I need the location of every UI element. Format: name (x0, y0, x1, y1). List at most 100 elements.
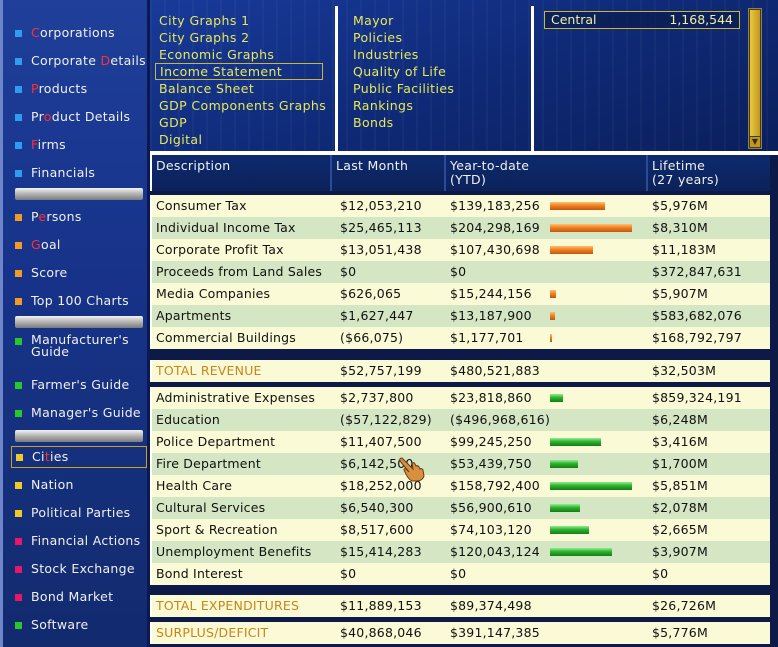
menu-item[interactable]: Balance Sheet (159, 81, 255, 96)
sidebar-item[interactable]: Products (11, 78, 147, 100)
cell-last-month: $0 (340, 566, 357, 581)
ytd-bar-fill (550, 334, 552, 342)
cell-ytd: $139,183,256 (450, 198, 540, 213)
sidebar-item-label: Products (31, 81, 88, 96)
sidebar-item[interactable]: Bond Market (11, 586, 147, 608)
total-revenue-section: TOTAL REVENUE $52,757,199 $480,521,883 $32,… (150, 360, 770, 382)
cell-description: Sport & Recreation (156, 522, 278, 537)
cell-description: Education (156, 412, 221, 427)
sidebar-item-label: Manager's Guide (31, 405, 141, 420)
menu-item[interactable]: Quality of Life (353, 64, 447, 79)
sidebar-item[interactable]: Farmer's Guide (11, 374, 147, 396)
sidebar-item[interactable]: Manufacturer's Guide (11, 333, 147, 364)
cell-last-month: $11,407,500 (340, 434, 422, 449)
sidebar-item[interactable]: Financial Actions (11, 530, 147, 552)
total-row[interactable]: SURPLUS/DEFICIT $40,868,046 $391,147,385 $5… (152, 622, 770, 644)
table-row[interactable]: Consumer Tax $12,053,210 $139,183,256 $5,97… (152, 195, 770, 217)
sidebar-item[interactable]: Corporations (11, 22, 147, 44)
menu-item[interactable]: City Graphs 2 (159, 30, 250, 45)
menu-item[interactable]: City Graphs 1 (159, 13, 250, 28)
table-row[interactable]: Police Department $11,407,500 $99,245,250 $… (152, 431, 770, 453)
sidebar-item[interactable]: Software (11, 614, 147, 636)
bullet-icon (15, 85, 22, 93)
cell-description: Apartments (156, 308, 232, 323)
city-menu-panel: City Graphs 1 City Graphs 2 Economic Graph… (150, 0, 778, 155)
table-row[interactable]: Fire Department $6,142,500 $53,439,750 $1,7… (152, 453, 770, 475)
sidebar-item[interactable]: Manager's Guide (11, 402, 147, 424)
header-ytd: Year-to-date (YTD) (450, 159, 529, 187)
table-row[interactable]: Bond Interest $0 $0 $0 (152, 563, 770, 585)
menu-item[interactable]: Public Facilities (353, 81, 455, 96)
bullet-icon (15, 621, 22, 629)
cell-lifetime: $3,907M (652, 544, 708, 559)
scrollbar-thumb[interactable] (750, 10, 760, 136)
menu-item[interactable]: Mayor (353, 13, 394, 28)
menu-item[interactable]: Digital (159, 132, 203, 147)
sidebar-item[interactable]: Stock Exchange (11, 558, 147, 580)
sidebar-item[interactable]: Corporate Details (11, 50, 147, 72)
bullet-icon (15, 57, 22, 65)
surplus-section: SURPLUS/DEFICIT $40,868,046 $391,147,385 $5… (150, 622, 770, 644)
table-row[interactable]: Apartments $1,627,447 $13,187,900 $583,682,… (152, 305, 770, 327)
bullet-icon (15, 141, 22, 149)
cell-ytd: $391,147,385 (450, 625, 540, 640)
header-divider (444, 155, 446, 191)
ytd-bar-fill (550, 290, 556, 298)
sidebar-item[interactable]: Political Parties (11, 502, 147, 524)
total-row[interactable]: TOTAL EXPENDITURES $11,889,153 $89,374,498… (152, 595, 770, 617)
table-row[interactable]: Media Companies $626,065 $15,244,156 $5,907… (152, 283, 770, 305)
table-row[interactable]: Unemployment Benefits $15,414,283 $120,043… (152, 541, 770, 563)
table-row[interactable]: Health Care $18,252,000 $158,792,400 $5,851… (152, 475, 770, 497)
region-scrollbar[interactable]: ▼ (748, 8, 762, 149)
sidebar-item-label: Software (31, 617, 89, 632)
total-row[interactable]: TOTAL REVENUE $52,757,199 $480,521,883 $32,… (152, 360, 770, 382)
table-row[interactable]: Cultural Services $6,540,300 $56,900,610 $2… (152, 497, 770, 519)
menu-item[interactable]: Rankings (353, 98, 414, 113)
sidebar-item[interactable]: Top 100 Charts (11, 290, 147, 312)
menu-item[interactable]: Industries (353, 47, 419, 62)
menu-item[interactable]: Income Statement (155, 63, 323, 80)
cell-lifetime: $5,976M (652, 198, 708, 213)
sidebar-item[interactable]: Goal (11, 234, 147, 256)
region-selector[interactable]: Central 1,168,544 (544, 11, 740, 29)
table-row[interactable]: Proceeds from Land Sales $0 $0 $372,847,631 (152, 261, 770, 283)
sidebar-item[interactable]: Product Details (11, 106, 147, 128)
menu-item[interactable]: GDP Components Graphs (159, 98, 327, 113)
table-row[interactable]: Individual Income Tax $25,465,113 $204,298… (152, 217, 770, 239)
bullet-icon (15, 381, 22, 389)
cell-description: Bond Interest (156, 566, 243, 581)
scroll-down-arrow-icon[interactable]: ▼ (750, 137, 760, 147)
table-row[interactable]: Corporate Profit Tax $13,051,438 $107,430,… (152, 239, 770, 261)
sidebar-item[interactable]: Nation (11, 474, 147, 496)
total-expenditures-section: TOTAL EXPENDITURES $11,889,153 $89,374,498… (150, 595, 770, 617)
cell-lifetime: $583,682,076 (652, 308, 742, 323)
cell-description: TOTAL REVENUE (156, 363, 262, 378)
bullet-icon (15, 593, 22, 601)
sidebar-item[interactable]: Firms (11, 134, 147, 156)
cell-description: Police Department (156, 434, 276, 449)
table-row[interactable]: Sport & Recreation $8,517,600 $74,103,120 $… (152, 519, 770, 541)
sidebar-item[interactable]: Cities (11, 446, 147, 468)
cell-last-month: $11,889,153 (340, 598, 422, 613)
menu-column-1: City Graphs 1 City Graphs 2 Economic Graph… (155, 12, 326, 148)
table-row[interactable]: Education ($57,122,829) ($496,968,616) $6,2… (152, 409, 770, 431)
cell-last-month: ($57,122,829) (340, 412, 432, 427)
sidebar-item[interactable]: Financials (11, 162, 147, 184)
sidebar-item[interactable]: Score (11, 262, 147, 284)
income-statement-table: Description Last Month Year-to-date (YTD… (150, 155, 778, 647)
sidebar-item[interactable]: Persons (11, 206, 147, 228)
menu-item[interactable]: Economic Graphs (159, 47, 275, 62)
menu-item[interactable]: Policies (353, 30, 403, 45)
table-row[interactable]: Commercial Buildings ($66,075) $1,177,701 $… (152, 327, 770, 349)
ytd-bar-fill (550, 504, 580, 512)
cell-ytd: $99,245,250 (450, 434, 532, 449)
cell-ytd: $74,103,120 (450, 522, 532, 537)
ytd-bar-fill (550, 438, 601, 446)
ytd-bar-fill (550, 246, 593, 254)
cell-ytd: $120,043,124 (450, 544, 540, 559)
bullet-icon (15, 269, 22, 277)
cell-lifetime: $1,700M (652, 456, 708, 471)
menu-item[interactable]: GDP (159, 115, 188, 130)
table-row[interactable]: Administrative Expenses $2,737,800 $23,818… (152, 387, 770, 409)
menu-item[interactable]: Bonds (353, 115, 394, 130)
